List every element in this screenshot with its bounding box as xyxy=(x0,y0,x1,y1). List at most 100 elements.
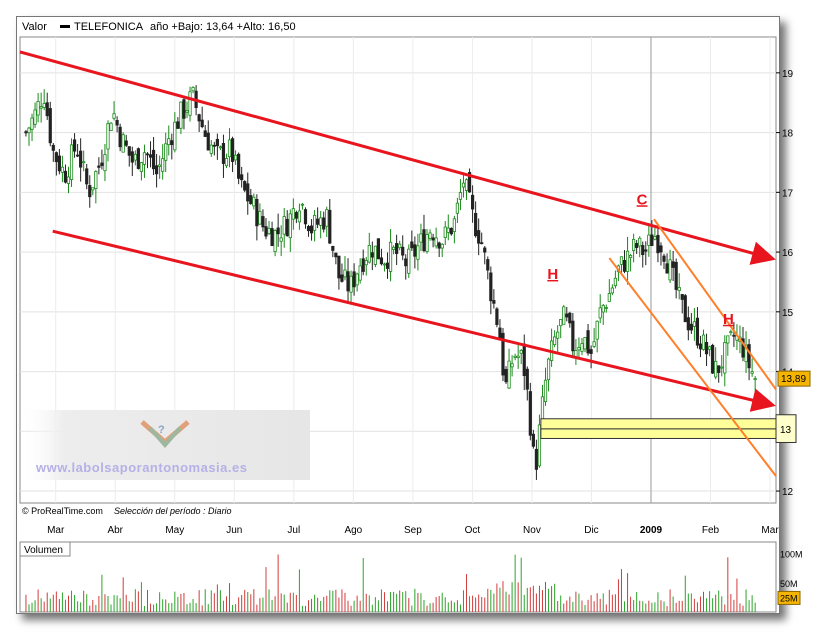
candle-body xyxy=(246,183,250,202)
x-tick-label: Jun xyxy=(226,525,242,536)
candle-body xyxy=(112,113,116,119)
candle-body xyxy=(358,265,362,281)
candle-body xyxy=(145,153,150,156)
annotation-c: C xyxy=(637,191,648,208)
candle-body xyxy=(361,258,365,272)
candle-body xyxy=(33,109,37,125)
candle-body xyxy=(197,114,201,122)
candle-body xyxy=(525,368,529,390)
y-tick-label: 19 xyxy=(782,69,794,80)
volume-tag xyxy=(777,590,801,605)
candle-body xyxy=(522,343,526,377)
candle-body xyxy=(319,217,323,226)
candle-body xyxy=(546,358,551,381)
annotations: H C H xyxy=(547,191,733,327)
candle-body xyxy=(492,300,496,304)
candle-body xyxy=(683,295,687,323)
candle-body xyxy=(376,238,381,260)
candle-body xyxy=(355,273,359,286)
candle-body xyxy=(85,168,89,185)
candle-body xyxy=(726,335,730,344)
candle-body xyxy=(446,227,450,233)
candle-body xyxy=(395,243,399,254)
candle-body xyxy=(57,155,61,172)
candle-body xyxy=(391,246,396,250)
candle-body xyxy=(598,307,602,319)
candle-body xyxy=(495,308,499,325)
x-tick-label: Mar xyxy=(47,525,65,536)
candle-body xyxy=(519,350,523,354)
candle-body xyxy=(559,319,563,327)
candle-body xyxy=(489,272,493,302)
candle-body xyxy=(464,179,469,191)
volume-bars xyxy=(25,554,756,612)
candle-body xyxy=(619,256,624,265)
x-tick-label: Abr xyxy=(107,525,123,536)
last-price-tag xyxy=(777,370,811,387)
y-tick-label: 17 xyxy=(782,188,794,199)
candle-body xyxy=(753,378,757,381)
candle-body xyxy=(334,252,338,258)
candle-body xyxy=(425,234,429,252)
candle-body xyxy=(240,174,244,181)
candle-body xyxy=(66,176,71,184)
candle-body xyxy=(243,181,247,191)
candle-body xyxy=(628,254,633,259)
candle-body xyxy=(206,132,210,151)
x-tick-label: Nov xyxy=(523,525,541,536)
candle-body xyxy=(483,247,487,253)
candle-body xyxy=(109,122,113,132)
annotation-h: H xyxy=(723,311,734,328)
candle-body xyxy=(656,234,660,254)
candle-body xyxy=(69,144,74,180)
x-tick-label: Mar xyxy=(761,525,779,536)
candle-body xyxy=(401,246,405,256)
candle-body xyxy=(556,331,560,339)
candle-body xyxy=(367,245,371,263)
x-tick-label: 2009 xyxy=(640,525,663,536)
candle-body xyxy=(729,331,733,334)
candle-body xyxy=(644,249,648,252)
candle-body xyxy=(316,218,320,225)
candle-body xyxy=(404,258,408,267)
trendline-upper-channel xyxy=(19,50,776,265)
candle-body xyxy=(227,139,232,158)
candle-body xyxy=(662,255,666,262)
candle-body xyxy=(741,338,745,358)
candle-body xyxy=(750,371,754,374)
annotation-h: H xyxy=(547,266,558,283)
candle-body xyxy=(106,123,110,150)
candle-body xyxy=(121,134,125,153)
candle-body xyxy=(340,274,344,282)
candle-body xyxy=(732,334,736,337)
candle-body xyxy=(200,119,204,128)
candle-body xyxy=(449,227,453,235)
candle-body xyxy=(714,360,718,378)
candle-body xyxy=(294,212,298,219)
candle-body xyxy=(701,334,706,350)
trendline-lower-channel xyxy=(52,229,776,412)
support-zone: 13 xyxy=(540,414,797,443)
candle-body xyxy=(586,330,590,354)
candle-body xyxy=(234,154,238,161)
candle-body xyxy=(218,146,223,149)
candle-body xyxy=(331,245,335,251)
candle-body xyxy=(437,242,441,249)
volume-panel xyxy=(19,541,777,613)
trendlines xyxy=(19,50,777,477)
candle-body xyxy=(583,337,587,350)
candle-body xyxy=(291,208,295,220)
candle-body xyxy=(100,162,104,166)
candle-body xyxy=(477,230,481,244)
candle-body xyxy=(467,172,472,193)
candle-body xyxy=(486,259,490,271)
candle-body xyxy=(303,209,308,225)
y-tick-label: 12 xyxy=(782,487,794,498)
candle-body xyxy=(60,166,65,173)
candle-body xyxy=(580,343,584,352)
candle-body xyxy=(744,344,748,363)
candle-body xyxy=(686,317,690,331)
candle-body xyxy=(382,263,387,266)
valor-label: Valor xyxy=(22,21,47,33)
candle-body xyxy=(130,151,134,163)
